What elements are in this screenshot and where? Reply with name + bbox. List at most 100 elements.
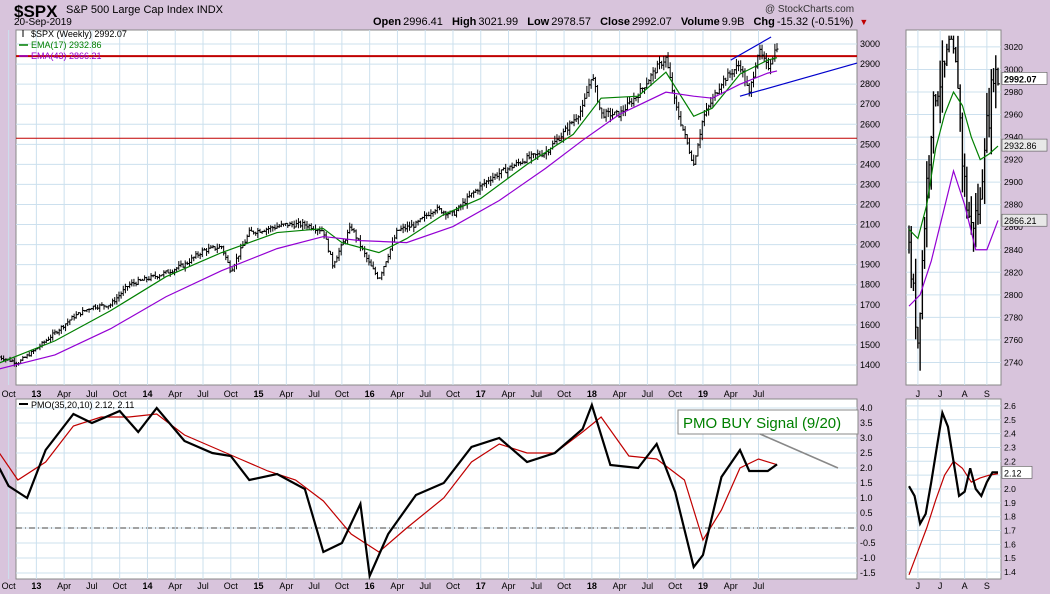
pmo-x-tick-label: Oct <box>557 581 572 591</box>
daily-y-tick-label: 3000 <box>1004 64 1023 74</box>
x-tick-label: Oct <box>224 389 239 399</box>
low-value: 2978.57 <box>551 16 591 28</box>
x-tick-label: 17 <box>476 389 486 399</box>
pmo-x-tick-label: 15 <box>254 581 264 591</box>
price-label-box <box>1001 213 1048 227</box>
daily-pmo-line <box>908 408 998 527</box>
x-tick-label: Oct <box>668 389 683 399</box>
pmo-x-tick-label: Apr <box>168 581 182 591</box>
price-bar <box>775 43 779 53</box>
x-tick-label: Jul <box>197 389 209 399</box>
y-tick-label: 2200 <box>860 199 880 209</box>
pmo-y-tick-label: 2.0 <box>860 463 873 473</box>
x-tick-label: Apr <box>57 389 71 399</box>
daily-pmo-y-tick-label: 1.9 <box>1004 498 1016 508</box>
pmo-x-tick-label: 18 <box>587 581 597 591</box>
daily-pmo-y-tick-label: 1.5 <box>1004 553 1016 563</box>
watermark: @ StockCharts.com <box>765 4 855 15</box>
y-tick-label: 2300 <box>860 179 880 189</box>
x-tick-label: Apr <box>724 389 738 399</box>
x-tick-label: Oct <box>446 389 461 399</box>
daily-x-tick-label: A <box>962 389 968 399</box>
y-tick-label: 1700 <box>860 300 880 310</box>
pmo-x-tick-label: Oct <box>113 581 128 591</box>
channel-upper-line <box>730 36 772 61</box>
pmo-x-tick-label: Apr <box>502 581 516 591</box>
high-label: High <box>451 16 477 28</box>
pmo-x-tick-label: Oct <box>668 581 683 591</box>
daily-x-tick-label: J <box>916 389 921 399</box>
y-tick-label: 1900 <box>860 260 880 270</box>
y-tick-label: 2600 <box>860 119 880 129</box>
daily-pmo-x-tick-label: S <box>984 581 990 591</box>
x-tick-label: Jul <box>86 389 98 399</box>
index-fullname: S&P 500 Large Cap Index <box>66 4 194 16</box>
daily-price-bar <box>997 67 1000 86</box>
x-tick-label: 16 <box>365 389 375 399</box>
symbol-title: $SPX <box>14 2 58 21</box>
pmo-x-tick-label: Oct <box>2 581 17 591</box>
pmo-x-tick-label: 16 <box>365 581 375 591</box>
pmo-x-tick-label: Jul <box>86 581 98 591</box>
x-tick-label: 14 <box>142 389 152 399</box>
pmo-x-tick-label: Apr <box>613 581 627 591</box>
pmo-y-tick-label: 4.0 <box>860 403 873 413</box>
daily-ema17-line <box>908 90 999 240</box>
chg-value: -15.32 (-0.51%) <box>776 16 854 28</box>
x-tick-label: Oct <box>557 389 572 399</box>
daily-pmo-y-tick-label: 1.4 <box>1004 567 1016 577</box>
daily-y-tick-label: 2940 <box>1004 132 1023 142</box>
daily-y-tick-label: 3020 <box>1004 42 1023 52</box>
price-label-value: 2932.86 <box>1004 141 1037 151</box>
daily-y-tick-label: 2800 <box>1004 290 1023 300</box>
daily-pmo-y-tick-label: 2.4 <box>1004 429 1016 439</box>
ema17-line <box>0 57 778 364</box>
daily-pmo-y-tick-label: 2.6 <box>1004 401 1016 411</box>
daily-y-tick-label: 2960 <box>1004 110 1023 120</box>
volume-value: 9.9B <box>721 16 745 28</box>
daily-pmo-x-tick-label: J <box>938 581 943 591</box>
pmo-x-tick-label: 19 <box>698 581 708 591</box>
daily-pmo-y-tick-label: 1.8 <box>1004 512 1016 522</box>
y-tick-label: 2800 <box>860 79 880 89</box>
x-tick-label: Jul <box>419 389 431 399</box>
pmo-price-label-box <box>1001 466 1033 479</box>
pmo-callout-arrow <box>759 433 839 469</box>
daily-pmo-y-tick-label: 2.5 <box>1004 415 1016 425</box>
high-value: 3021.99 <box>478 16 519 28</box>
x-tick-label: Apr <box>279 389 293 399</box>
pmo-y-tick-label: 3.0 <box>860 433 873 443</box>
y-tick-label: 1400 <box>860 360 880 370</box>
y-tick-label: 2100 <box>860 220 880 230</box>
pmo-x-tick-label: Oct <box>224 581 239 591</box>
daily-y-tick-label: 2900 <box>1004 177 1023 187</box>
daily-y-tick-label: 2820 <box>1004 267 1023 277</box>
pmo-x-tick-label: Apr <box>390 581 404 591</box>
pmo-x-tick-label: Jul <box>197 581 209 591</box>
x-tick-label: Jul <box>308 389 320 399</box>
y-tick-label: 2400 <box>860 159 880 169</box>
pmo-x-tick-label: Apr <box>724 581 738 591</box>
daily-pmo-y-tick-label: 2.2 <box>1004 456 1016 466</box>
x-tick-label: Apr <box>168 389 182 399</box>
low-label: Low <box>527 16 550 28</box>
pmo-callout-text: PMO BUY Signal (9/20) <box>683 415 841 432</box>
price-bar <box>0 355 3 361</box>
pmo-y-tick-label: -0.5 <box>860 538 876 548</box>
price-label-box <box>1001 72 1048 85</box>
ema43-line <box>0 70 778 370</box>
plots-layer <box>0 35 1000 581</box>
x-tick-label: 15 <box>254 389 264 399</box>
main-daily-panel <box>905 29 1002 386</box>
daily-pmo-y-tick-label: 1.7 <box>1004 526 1016 536</box>
pmo-y-tick-label: 2.5 <box>860 448 873 458</box>
pmo-y-tick-label: 3.5 <box>860 418 873 428</box>
pmo-y-tick-label: 0.5 <box>860 508 873 518</box>
price-label-value: 2866.21 <box>1004 216 1037 226</box>
daily-y-tick-label: 2840 <box>1004 245 1023 255</box>
pmo-x-tick-label: Oct <box>335 581 350 591</box>
chg-down-icon: ▼ <box>859 17 869 27</box>
pmo-y-tick-label: 1.5 <box>860 478 873 488</box>
grid-layer <box>8 30 1001 579</box>
